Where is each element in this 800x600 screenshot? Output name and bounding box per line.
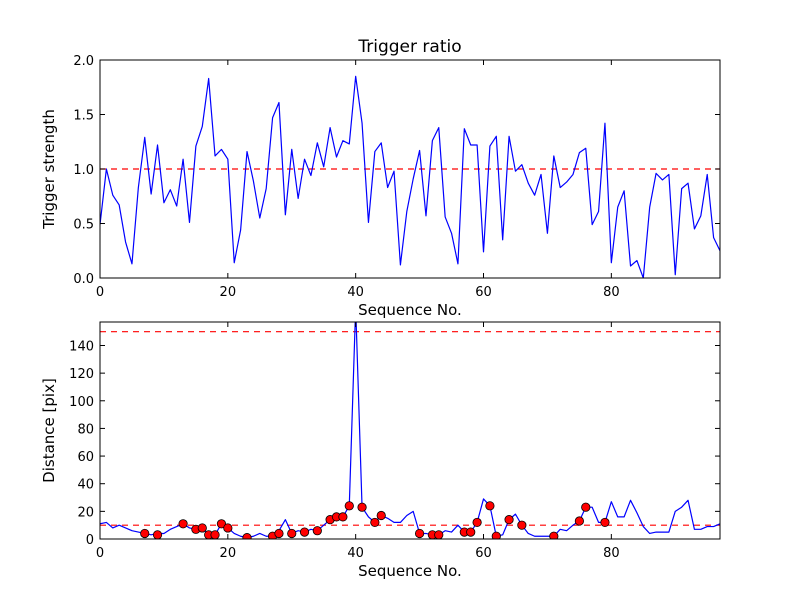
x-tick-label: 20 <box>220 546 237 561</box>
data-point-marker <box>491 531 501 539</box>
x-tick-label: 80 <box>603 546 620 561</box>
plot-area <box>100 322 720 539</box>
data-point-marker <box>242 533 252 539</box>
y-axis-label: Trigger strength <box>40 109 58 230</box>
data-point-marker <box>517 520 527 530</box>
plot-area <box>100 75 720 278</box>
x-tick-label: 0 <box>96 546 104 561</box>
x-tick-label: 60 <box>475 285 492 300</box>
trigger-ratio-chart: Trigger ratio 0 20 40 60 80 0.0 0.5 1.0 1.5 2.0 Se… <box>40 37 721 319</box>
data-point-marker <box>357 502 367 512</box>
data-point-marker <box>581 502 591 512</box>
data-point-marker <box>152 530 163 539</box>
data-point-marker <box>274 528 284 539</box>
y-tick-label: 120 <box>69 367 94 382</box>
distance-chart: 0 20 40 60 80 0 20 40 60 80 100 120 140 Sequence No. D… <box>40 321 721 580</box>
data-point-marker <box>485 501 495 511</box>
x-tick-label: 0 <box>96 285 104 300</box>
data-point-marker <box>466 527 476 537</box>
x-tick-label: 40 <box>347 546 364 561</box>
data-point-marker <box>504 515 514 525</box>
y-axis-label: Distance [pix] <box>40 378 58 483</box>
data-point-marker <box>287 528 297 539</box>
y-tick-label: 20 <box>77 505 94 520</box>
y-tick-label: 0.5 <box>73 218 94 233</box>
y-tick-label: 1.5 <box>73 109 94 124</box>
y-tick-label: 80 <box>77 422 94 437</box>
y-tick-label: 0 <box>86 533 94 548</box>
y-tick-label: 0.0 <box>73 272 94 287</box>
y-tick-label: 60 <box>77 450 94 465</box>
data-point-marker <box>434 530 444 539</box>
x-axis-label: Sequence No. <box>358 562 462 580</box>
data-point-marker <box>549 531 559 539</box>
data-point-marker <box>472 517 482 528</box>
data-point-marker <box>210 530 220 539</box>
x-tick-label: 80 <box>603 285 620 300</box>
data-point-marker <box>344 501 354 511</box>
data-point-marker <box>197 523 207 533</box>
y-tick-label: 40 <box>77 478 94 493</box>
data-point-marker <box>600 517 610 528</box>
data-point-marker <box>299 527 310 537</box>
data-point-marker <box>370 517 380 528</box>
series-line <box>100 322 720 539</box>
y-tick-label: 2.0 <box>73 54 94 69</box>
x-axis-label: Sequence No. <box>358 301 462 319</box>
data-point-marker <box>574 516 584 526</box>
x-tick-label: 40 <box>347 285 364 300</box>
series-line <box>100 75 720 278</box>
data-point-marker <box>178 519 188 529</box>
data-point-marker <box>338 512 348 522</box>
data-point-marker <box>223 523 233 533</box>
data-point-marker <box>414 528 425 539</box>
data-point-marker <box>140 528 150 539</box>
y-tick-label: 100 <box>69 395 94 410</box>
x-tick-label: 20 <box>220 285 237 300</box>
data-point-marker <box>216 519 227 529</box>
axes-frame <box>99 321 721 540</box>
data-point-marker <box>376 510 386 521</box>
y-tick-label: 1.0 <box>73 163 94 178</box>
y-tick-label: 140 <box>69 339 94 354</box>
x-tick-label: 60 <box>475 546 492 561</box>
data-point-marker <box>312 526 322 536</box>
chart-title: Trigger ratio <box>357 37 461 57</box>
